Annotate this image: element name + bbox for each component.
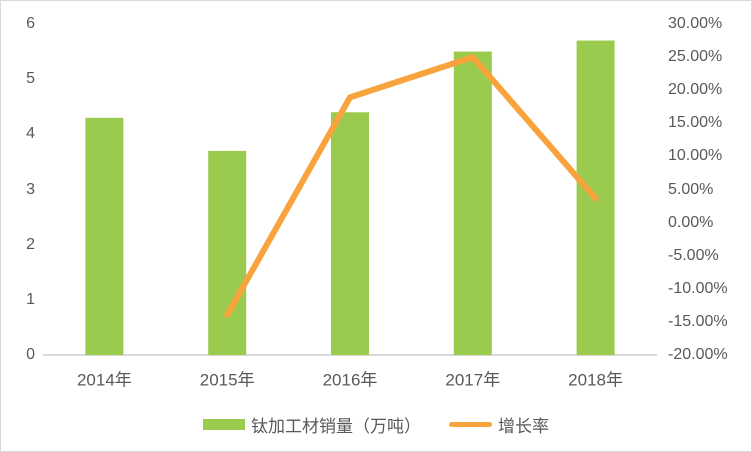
y-axis-left-tick-5: 5 (26, 70, 35, 88)
y-axis-right-tick--20.00%: -20.00% (668, 346, 728, 363)
x-axis-label-2018年: 2018年 (568, 370, 624, 390)
y-axis-right-tick-5.00%: 5.00% (668, 180, 714, 198)
bar-2015年 (208, 150, 247, 355)
y-axis-left-tick-4: 4 (26, 125, 35, 143)
bar-series-swatch-icon (203, 418, 245, 430)
bar-2014年 (85, 117, 124, 356)
y-axis-left-tick-3: 3 (26, 180, 35, 198)
y-axis-right-tick--15.00%: -15.00% (668, 312, 728, 330)
y-axis-right-tick-10.00%: 10.00% (668, 147, 723, 165)
y-axis-right-tick-30.00%: 30.00% (668, 15, 723, 32)
x-axis-label-2017年: 2017年 (445, 370, 501, 390)
x-axis-label-2016年: 2016年 (322, 370, 378, 390)
y-axis-right-tick-20.00%: 20.00% (668, 81, 723, 99)
y-axis-left-tick-0: 0 (26, 346, 35, 363)
legend: 钛加工材销量（万吨） 增长率 (1, 412, 751, 437)
bar-2017年 (453, 51, 492, 355)
bar-2016年 (331, 112, 369, 356)
x-axis-label-2014年: 2014年 (76, 370, 132, 390)
y-axis-left-tick-2: 2 (26, 235, 35, 253)
legend-item-bar-series: 钛加工材销量（万吨） (203, 412, 421, 437)
growth-rate-line (224, 54, 599, 318)
bar-series-label: 钛加工材销量（万吨） (251, 416, 421, 436)
line-series-label: 增长率 (498, 416, 549, 436)
y-axis-right-tick-15.00%: 15.00% (668, 114, 723, 132)
y-axis-right-tick-0.00%: 0.00% (668, 213, 714, 231)
y-axis-left-tick-6: 6 (26, 15, 35, 32)
legend-item-line-series: 增长率 (449, 412, 549, 437)
line-series-swatch-icon (449, 421, 492, 427)
y-axis-right-tick--10.00%: -10.00% (668, 279, 728, 297)
y-axis-right-tick--5.00%: -5.00% (668, 246, 719, 264)
y-axis-left-tick-1: 1 (26, 290, 35, 308)
x-axis-label-2015年: 2015年 (199, 370, 255, 390)
y-axis-right-tick-25.00%: 25.00% (668, 48, 723, 66)
